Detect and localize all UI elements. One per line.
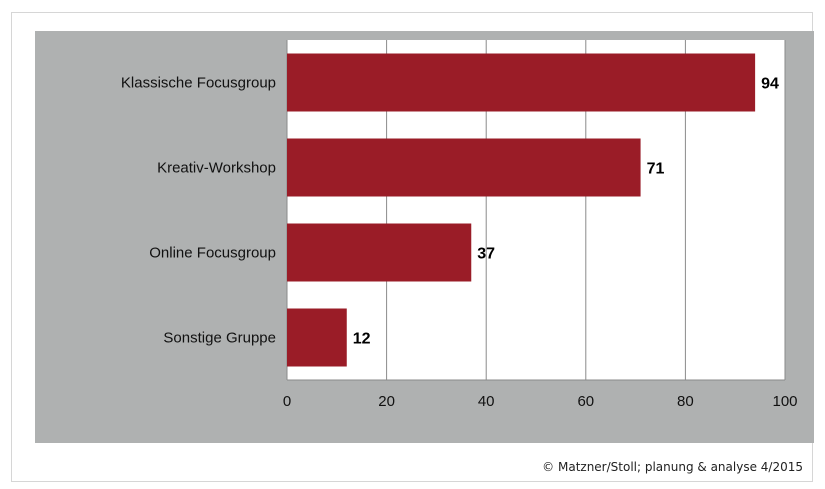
x-tick-label: 20: [378, 393, 395, 410]
x-tick-label: 100: [772, 393, 797, 410]
bar-value-label: 37: [477, 246, 495, 263]
category-label: Kreativ-Workshop: [157, 160, 276, 177]
category-label: Sonstige Gruppe: [163, 330, 276, 347]
category-label: Online Focusgroup: [149, 245, 276, 262]
bar: [287, 138, 641, 197]
bar: [287, 308, 347, 367]
category-label: Klassische Focusgroup: [121, 75, 276, 92]
x-tick-label: 80: [677, 393, 694, 410]
bar-value-label: 12: [353, 331, 371, 348]
bar-chart: 0 20 40 60 80 100 94 Klassische Focusgroup 71 Kre…: [35, 31, 814, 443]
bar-value-label: 94: [761, 76, 779, 93]
x-tick-label: 60: [577, 393, 594, 410]
x-tick-label: 0: [283, 393, 291, 410]
bar: [287, 53, 756, 112]
source-credit: © Matzner/Stoll; planung & analyse 4/201…: [542, 460, 803, 474]
bar-value-label: 71: [647, 161, 665, 178]
x-tick-label: 40: [478, 393, 495, 410]
bar: [287, 223, 472, 282]
